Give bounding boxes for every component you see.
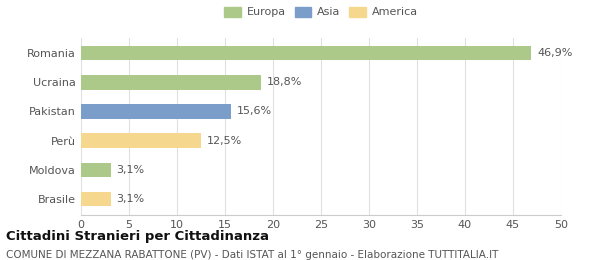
Bar	[81, 46, 531, 60]
Text: 12,5%: 12,5%	[207, 136, 242, 146]
Bar	[81, 133, 201, 148]
Bar	[81, 192, 111, 206]
Bar	[81, 75, 262, 90]
Bar	[81, 162, 111, 177]
Text: 15,6%: 15,6%	[236, 107, 272, 116]
Text: COMUNE DI MEZZANA RABATTONE (PV) - Dati ISTAT al 1° gennaio - Elaborazione TUTTI: COMUNE DI MEZZANA RABATTONE (PV) - Dati …	[6, 250, 499, 260]
Text: 3,1%: 3,1%	[116, 165, 145, 175]
Text: 3,1%: 3,1%	[116, 194, 145, 204]
Text: Cittadini Stranieri per Cittadinanza: Cittadini Stranieri per Cittadinanza	[6, 230, 269, 243]
Legend: Europa, Asia, America: Europa, Asia, America	[222, 4, 420, 20]
Bar	[81, 104, 231, 119]
Text: 18,8%: 18,8%	[267, 77, 302, 87]
Text: 46,9%: 46,9%	[537, 48, 572, 58]
